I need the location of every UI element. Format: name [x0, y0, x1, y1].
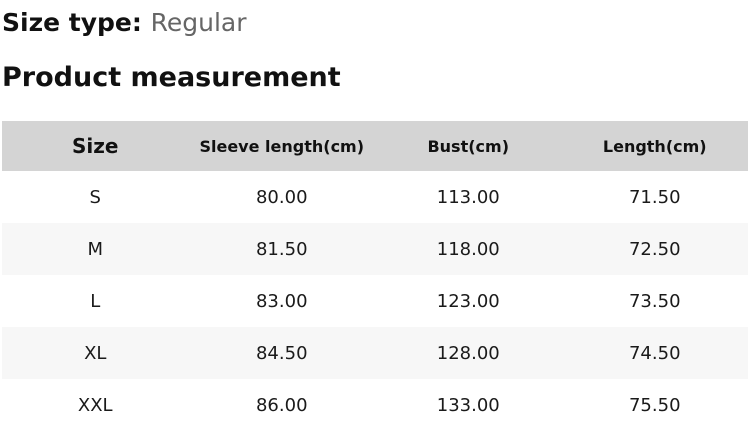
bust-cell: 118.00 — [436, 238, 500, 260]
length-cell: 72.50 — [628, 238, 681, 260]
table-row-xxl: XXL 86.00 133.00 75.50 — [2, 379, 748, 432]
size-cell: XL — [84, 342, 107, 364]
bust-cell: 133.00 — [436, 394, 500, 416]
size-cell: M — [87, 238, 104, 260]
size-type-label: Size type: — [2, 8, 142, 37]
sleeve-cell: 83.00 — [255, 290, 308, 312]
col-header-bust: Bust(cm) — [427, 136, 510, 156]
sleeve-cell: 81.50 — [255, 238, 308, 260]
bust-cell: 128.00 — [436, 342, 500, 364]
section-title: Product measurement — [2, 61, 341, 93]
bust-cell: 113.00 — [436, 186, 500, 208]
size-cell: XXL — [77, 394, 113, 416]
table-header-row: Size Sleeve length(cm) Bust(cm) Length(c… — [2, 121, 748, 172]
length-cell: 71.50 — [628, 186, 681, 208]
product-measurement-section: Size type: Regular Product measurement S… — [0, 8, 750, 434]
sleeve-cell: 84.50 — [255, 342, 308, 364]
size-cell: S — [89, 186, 101, 208]
table-row-xl: XL 84.50 128.00 74.50 — [2, 327, 748, 380]
table-row-m: M 81.50 118.00 72.50 — [2, 223, 748, 276]
table-row-s: S 80.00 113.00 71.50 — [2, 171, 748, 224]
measurement-table: Size Sleeve length(cm) Bust(cm) Length(c… — [2, 121, 748, 432]
col-header-size: Size — [72, 134, 119, 159]
length-cell: 73.50 — [628, 290, 681, 312]
sleeve-cell: 80.00 — [255, 186, 308, 208]
size-type-row: Size type: Regular — [2, 8, 750, 38]
size-type-value: Regular — [150, 8, 247, 37]
length-cell: 74.50 — [628, 342, 681, 364]
length-cell: 75.50 — [628, 394, 681, 416]
col-header-sleeve-length: Sleeve length(cm) — [199, 136, 365, 156]
col-header-length: Length(cm) — [602, 136, 707, 156]
bust-cell: 123.00 — [436, 290, 500, 312]
size-cell: L — [90, 290, 101, 312]
sleeve-cell: 86.00 — [255, 394, 308, 416]
table-row-l: L 83.00 123.00 73.50 — [2, 275, 748, 328]
